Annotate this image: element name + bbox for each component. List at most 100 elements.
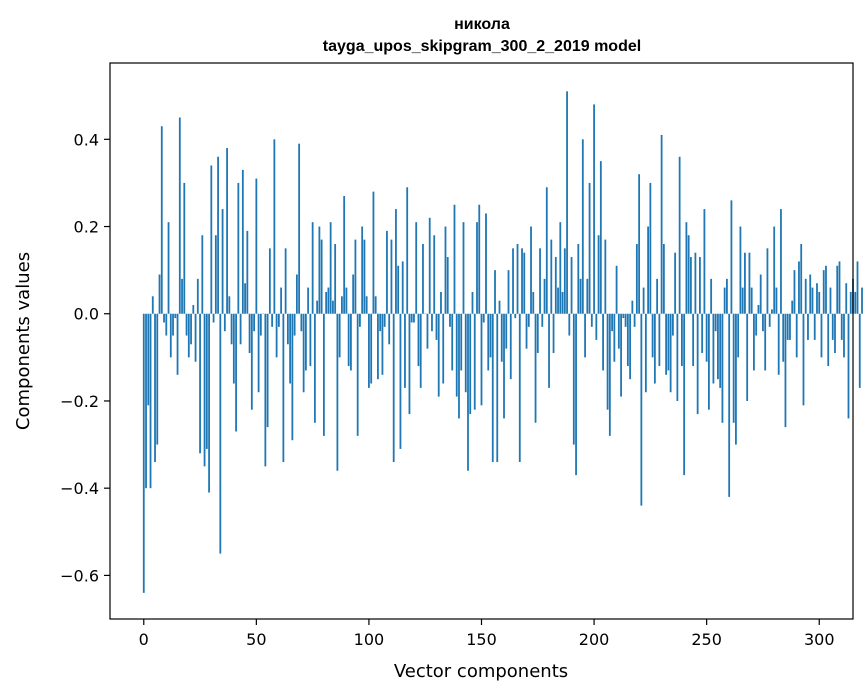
bar (460, 313, 463, 371)
bar (566, 91, 568, 314)
bar (190, 313, 192, 345)
bar (329, 222, 332, 314)
bar (773, 226, 776, 314)
bar (214, 235, 217, 314)
bar (768, 313, 771, 327)
bar (762, 313, 764, 332)
bar (176, 313, 179, 375)
bar (304, 313, 307, 371)
bar (516, 243, 519, 314)
bar (282, 313, 285, 463)
bar (757, 305, 760, 314)
bar (187, 313, 190, 358)
bar (397, 265, 400, 314)
bar (710, 278, 713, 314)
bar (775, 287, 778, 314)
y-tick-label: −0.6 (60, 566, 99, 585)
bar (836, 265, 839, 314)
y-axis-label: Components values (13, 252, 34, 430)
bar (858, 313, 861, 388)
bar (588, 182, 591, 314)
bar (714, 313, 717, 332)
bar (359, 313, 361, 327)
bar (671, 313, 674, 336)
bar (689, 257, 692, 314)
y-tick-label: −0.2 (60, 392, 99, 411)
bar (746, 313, 749, 401)
bar (818, 291, 821, 314)
bar (730, 200, 733, 314)
bar (735, 313, 737, 445)
bar (354, 239, 357, 314)
bar (766, 248, 769, 314)
bar (313, 313, 316, 423)
plot-area-frame (109, 62, 854, 620)
bar (320, 239, 323, 314)
bar (334, 243, 337, 314)
bar (183, 182, 186, 314)
bar (847, 313, 850, 419)
bar (307, 287, 310, 314)
bar (744, 252, 746, 314)
bar (406, 187, 409, 314)
bar (755, 313, 758, 336)
bar (417, 313, 420, 367)
x-tick-label: 200 (579, 630, 610, 649)
bar (250, 313, 253, 410)
bar (827, 313, 830, 367)
bar (629, 313, 631, 380)
bar (525, 313, 528, 349)
bar (174, 313, 177, 319)
bar (286, 313, 289, 345)
bar (804, 278, 807, 314)
bar (786, 313, 789, 340)
bar (185, 313, 188, 336)
bar (581, 139, 584, 314)
bar (595, 313, 598, 340)
bar (687, 235, 690, 314)
bar (507, 270, 510, 314)
bar (471, 291, 474, 314)
bar (518, 313, 521, 463)
bar (802, 313, 805, 406)
bar (505, 313, 508, 349)
bar (811, 287, 814, 314)
bar (388, 313, 391, 345)
bar (548, 313, 550, 388)
bar (455, 313, 458, 397)
bar (300, 313, 303, 332)
bar (156, 313, 159, 445)
bar (172, 313, 174, 336)
bar (309, 313, 312, 367)
bar (626, 313, 629, 367)
bar (825, 265, 827, 314)
bar (780, 209, 782, 314)
bar (268, 248, 271, 314)
bar (390, 239, 393, 314)
bar (467, 313, 469, 471)
bar (464, 313, 467, 393)
bar (235, 313, 237, 432)
x-tick-label: 50 (246, 630, 266, 649)
bar (241, 169, 244, 314)
bar (676, 313, 679, 401)
bar (539, 248, 541, 314)
bar (228, 296, 231, 314)
bar (365, 296, 368, 314)
bar (615, 265, 618, 314)
bar (332, 300, 334, 314)
bar (667, 313, 670, 371)
bar (764, 313, 767, 371)
bar (205, 313, 208, 449)
bar (316, 300, 319, 314)
x-axis-ticks: 0 50 100 150 200 250 300 (139, 619, 835, 649)
bar (311, 222, 314, 314)
bar (259, 313, 262, 336)
bar (570, 257, 573, 314)
bar (584, 313, 586, 358)
bar (480, 313, 483, 406)
bar (322, 313, 325, 436)
bar (604, 239, 607, 314)
bar (530, 226, 532, 314)
bar (834, 313, 836, 353)
